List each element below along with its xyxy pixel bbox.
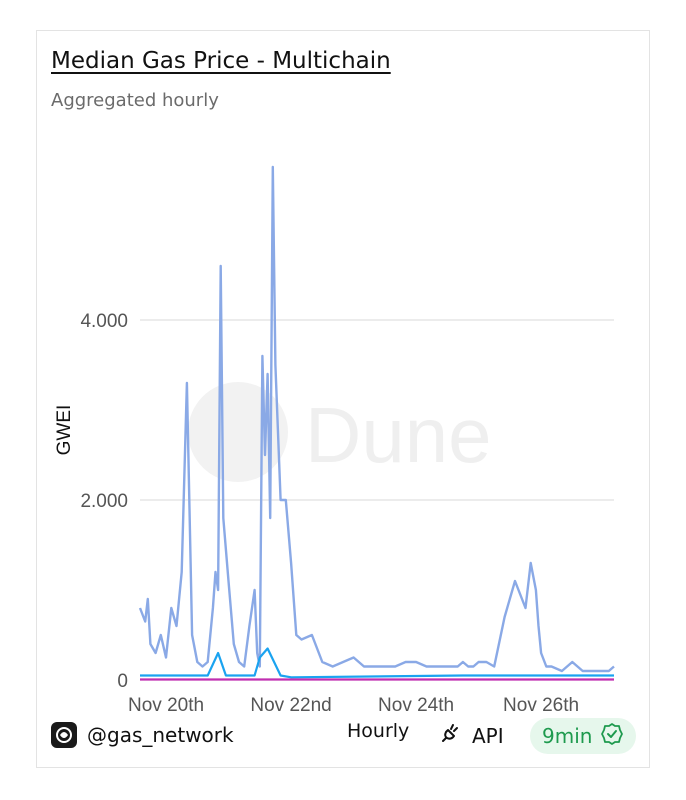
x-tick-label: Nov 22nd — [250, 695, 331, 716]
x-tick-label: Nov 20th — [128, 695, 204, 716]
y-tick-label: 0 — [117, 671, 128, 692]
chart-subtitle: Aggregated hourly — [51, 90, 219, 111]
dune-watermark: Dune — [305, 391, 491, 479]
network-credit[interactable]: @gas_network — [51, 722, 234, 748]
chart-card — [36, 30, 650, 768]
gas-network-logo-icon — [51, 722, 77, 748]
api-label: API — [472, 723, 504, 748]
chart-title[interactable]: Median Gas Price - Multichain — [51, 48, 391, 74]
dune-watermark-icon — [188, 382, 288, 482]
granularity-label: Hourly — [347, 720, 410, 742]
series-line-secondary — [140, 647, 614, 679]
network-handle[interactable]: @gas_network — [87, 723, 234, 747]
verified-check-icon — [600, 722, 624, 751]
x-tick-label: Nov 24th — [378, 695, 454, 716]
freshness-label: 9min — [542, 724, 593, 748]
api-link[interactable]: API — [440, 722, 504, 749]
y-tick-label: 4.000 — [80, 311, 128, 332]
plug-icon — [440, 722, 462, 749]
freshness-badge: 9min — [530, 718, 637, 754]
y-axis-label: GWEI — [54, 405, 75, 456]
series-line-primary — [138, 165, 615, 673]
y-tick-label: 2.000 — [80, 491, 128, 512]
x-tick-label: Nov 26th — [503, 695, 579, 716]
